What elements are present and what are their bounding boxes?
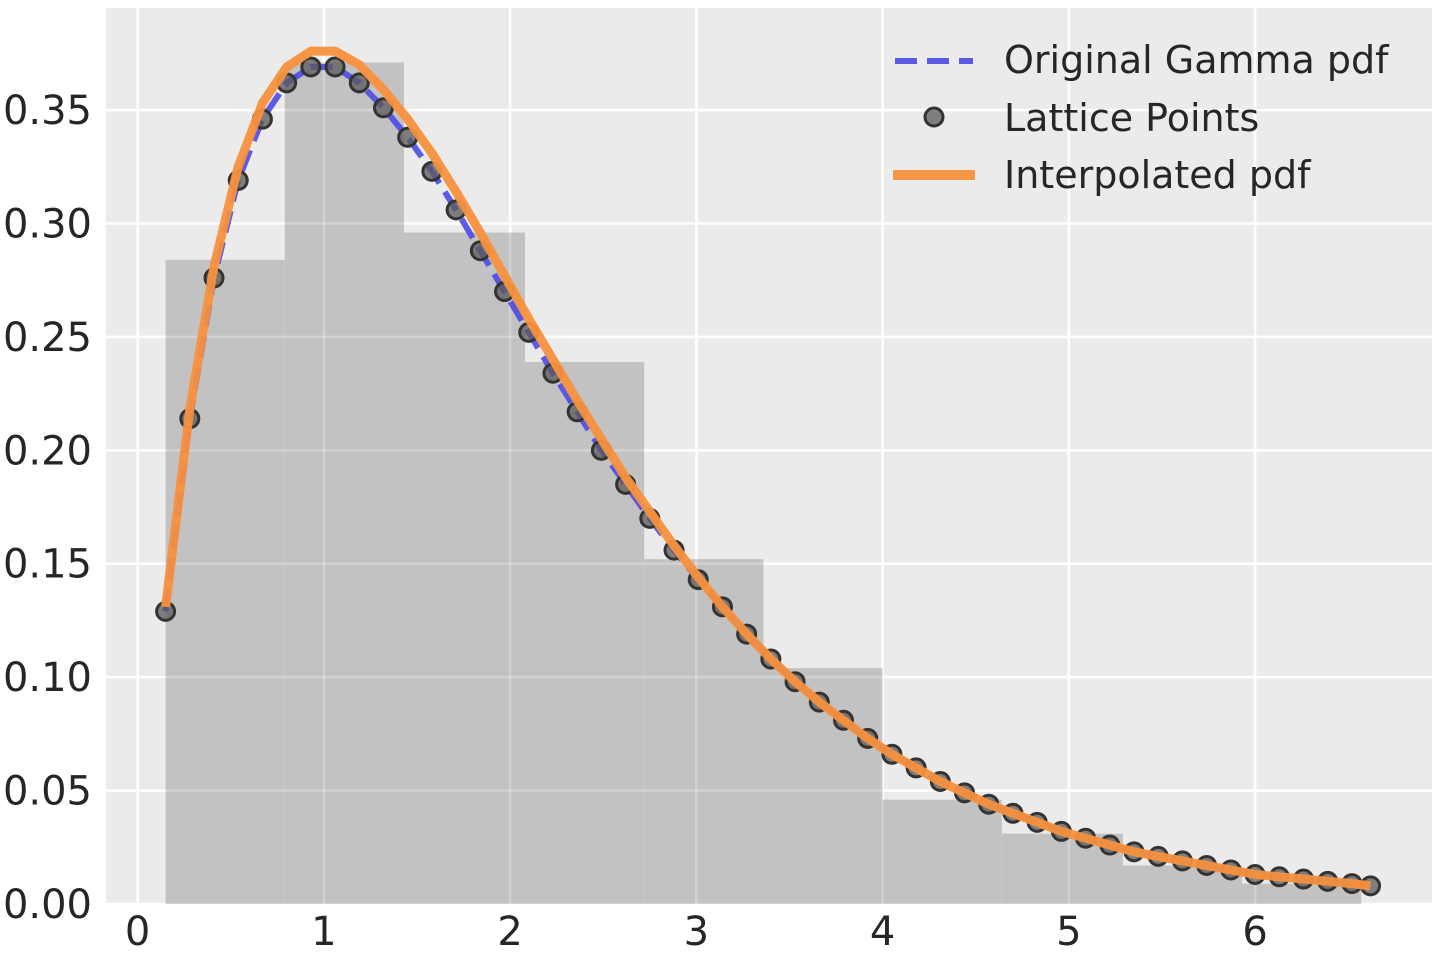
legend-label-lattice: Lattice Points [1004,96,1259,140]
legend: Original Gamma pdf Lattice Points Interp… [893,38,1390,197]
y-tick-label-7: 0.35 [3,88,92,134]
y-tick-labels: 0.00 0.05 0.10 0.15 0.20 0.25 0.30 0.35 [3,88,92,928]
y-tick-label-4: 0.20 [3,428,92,474]
y-tick-label-3: 0.15 [3,542,92,588]
histogram-bar-1 [284,62,404,905]
x-tick-label-1: 1 [311,909,336,955]
x-tick-labels: 0 1 2 3 4 5 6 [125,909,1268,955]
y-tick-label-2: 0.10 [3,655,92,701]
histogram-bar-2 [403,232,526,905]
x-tick-label-4: 4 [870,909,895,955]
histogram-bar-0 [165,259,285,904]
histogram-layer [165,62,1362,905]
x-tick-label-0: 0 [125,909,150,955]
x-tick-label-6: 6 [1242,909,1267,955]
interpolated-line-layer [161,46,1372,891]
x-tick-label-2: 2 [497,909,522,955]
histogram-bar-4 [644,559,764,904]
lattice-point-8 [348,72,370,94]
x-tick-label-3: 3 [684,909,709,955]
y-tick-label-5: 0.25 [3,315,92,361]
legend-swatch-lattice [923,106,945,128]
y-tick-label-0: 0.00 [3,882,92,928]
grid-overlay-layer [106,8,1432,906]
histogram-bar-3 [525,361,645,904]
legend-label-interpolated: Interpolated pdf [1004,153,1312,197]
lattice-point-9 [372,97,394,119]
legend-label-gamma: Original Gamma pdf [1004,38,1390,82]
y-tick-label-1: 0.05 [3,769,92,815]
y-tick-label-6: 0.30 [3,201,92,247]
interpolated-pdf-line [161,46,1372,891]
lattice-point-7 [324,56,346,78]
x-tick-label-5: 5 [1056,909,1081,955]
lattice-point-6 [300,56,322,78]
histogram-bar-6 [882,799,1002,904]
